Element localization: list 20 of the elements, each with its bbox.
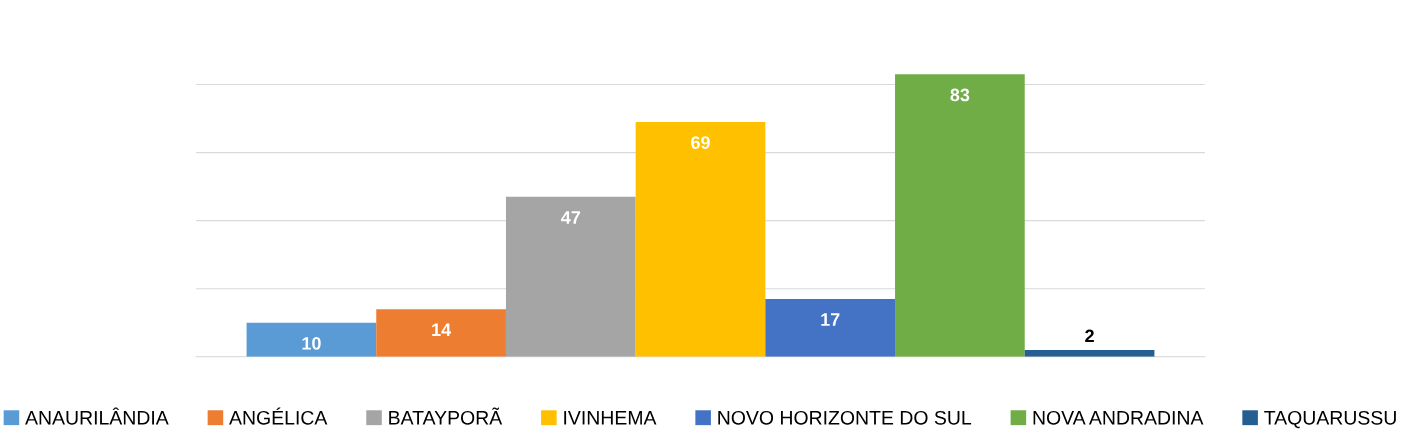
legend-label: NOVA ANDRADINA [1033, 410, 1204, 425]
data-label: 69 [691, 136, 710, 149]
bar [895, 74, 1025, 357]
legend-label: TAQUARUSSU [1264, 410, 1396, 429]
legend-label: ANAURILÂNDIA [25, 407, 169, 425]
bar [505, 196, 636, 357]
bar [635, 121, 766, 357]
data-label: 10 [302, 336, 321, 350]
bar [376, 309, 506, 357]
data-label: 14 [432, 323, 452, 336]
legend-label: IVINHEMA [564, 411, 657, 425]
bar [765, 298, 896, 357]
data-label: 17 [821, 313, 840, 326]
legend-label: NOVO HORIZONTE DO SUL [718, 410, 972, 425]
data-label: 83 [950, 88, 970, 102]
legend-label: ANGÉLICA [229, 407, 328, 425]
data-label: 47 [561, 211, 581, 224]
bar [246, 322, 377, 357]
data-label: 2 [1085, 329, 1094, 343]
legend-label: BATAYPORÃ [389, 407, 503, 425]
